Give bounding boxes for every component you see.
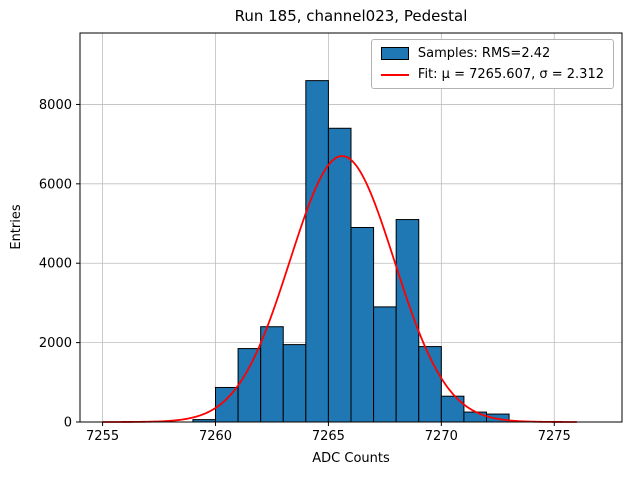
legend-item-samples: Samples: RMS=2.42 (380, 46, 604, 61)
y-axis-label: Entries (9, 204, 24, 250)
y-tick-label: 4000 (39, 257, 72, 272)
x-tick-label: 7260 (199, 429, 232, 444)
axes-layer: 7255 7260 7265 7270 7275 0 2000 4000 6000 8000 (39, 32, 623, 444)
histogram-bar (373, 306, 397, 423)
legend-label-samples: Samples: RMS=2.42 (417, 46, 551, 61)
chart-title: Run 185, channel023, Pedestal (235, 7, 468, 25)
axes-frame (79, 32, 623, 423)
x-tick-label: 7275 (538, 429, 571, 444)
x-axis-label: ADC Counts (312, 451, 390, 466)
histogram-bar (282, 344, 307, 423)
histogram-bar (237, 348, 262, 423)
legend: Samples: RMS=2.42 Fit: μ = 7265.607, σ =… (370, 39, 614, 89)
fit-layer (102, 155, 577, 423)
x-tick-label: 7270 (425, 429, 458, 444)
y-tick-label: 6000 (39, 177, 72, 192)
x-tick-label: 7265 (312, 429, 345, 444)
legend-swatch-samples (380, 47, 409, 60)
bars-layer (192, 80, 510, 423)
histogram-bar (440, 395, 465, 423)
legend-label-fit: Fit: μ = 7265.607, σ = 2.312 (417, 67, 604, 82)
histogram-bar (260, 326, 284, 423)
histogram-bar (327, 127, 352, 423)
legend-swatch-fit (380, 73, 409, 76)
histogram-bar (350, 227, 375, 423)
x-tick-label: 7255 (86, 429, 119, 444)
histogram-bar (305, 80, 329, 423)
fit-curve (102, 155, 577, 423)
legend-item-fit: Fit: μ = 7265.607, σ = 2.312 (380, 67, 604, 82)
histogram-bar (463, 411, 488, 423)
y-tick-label: 0 (64, 416, 72, 431)
y-tick-label: 2000 (39, 336, 72, 351)
y-tick-label: 8000 (39, 98, 72, 113)
